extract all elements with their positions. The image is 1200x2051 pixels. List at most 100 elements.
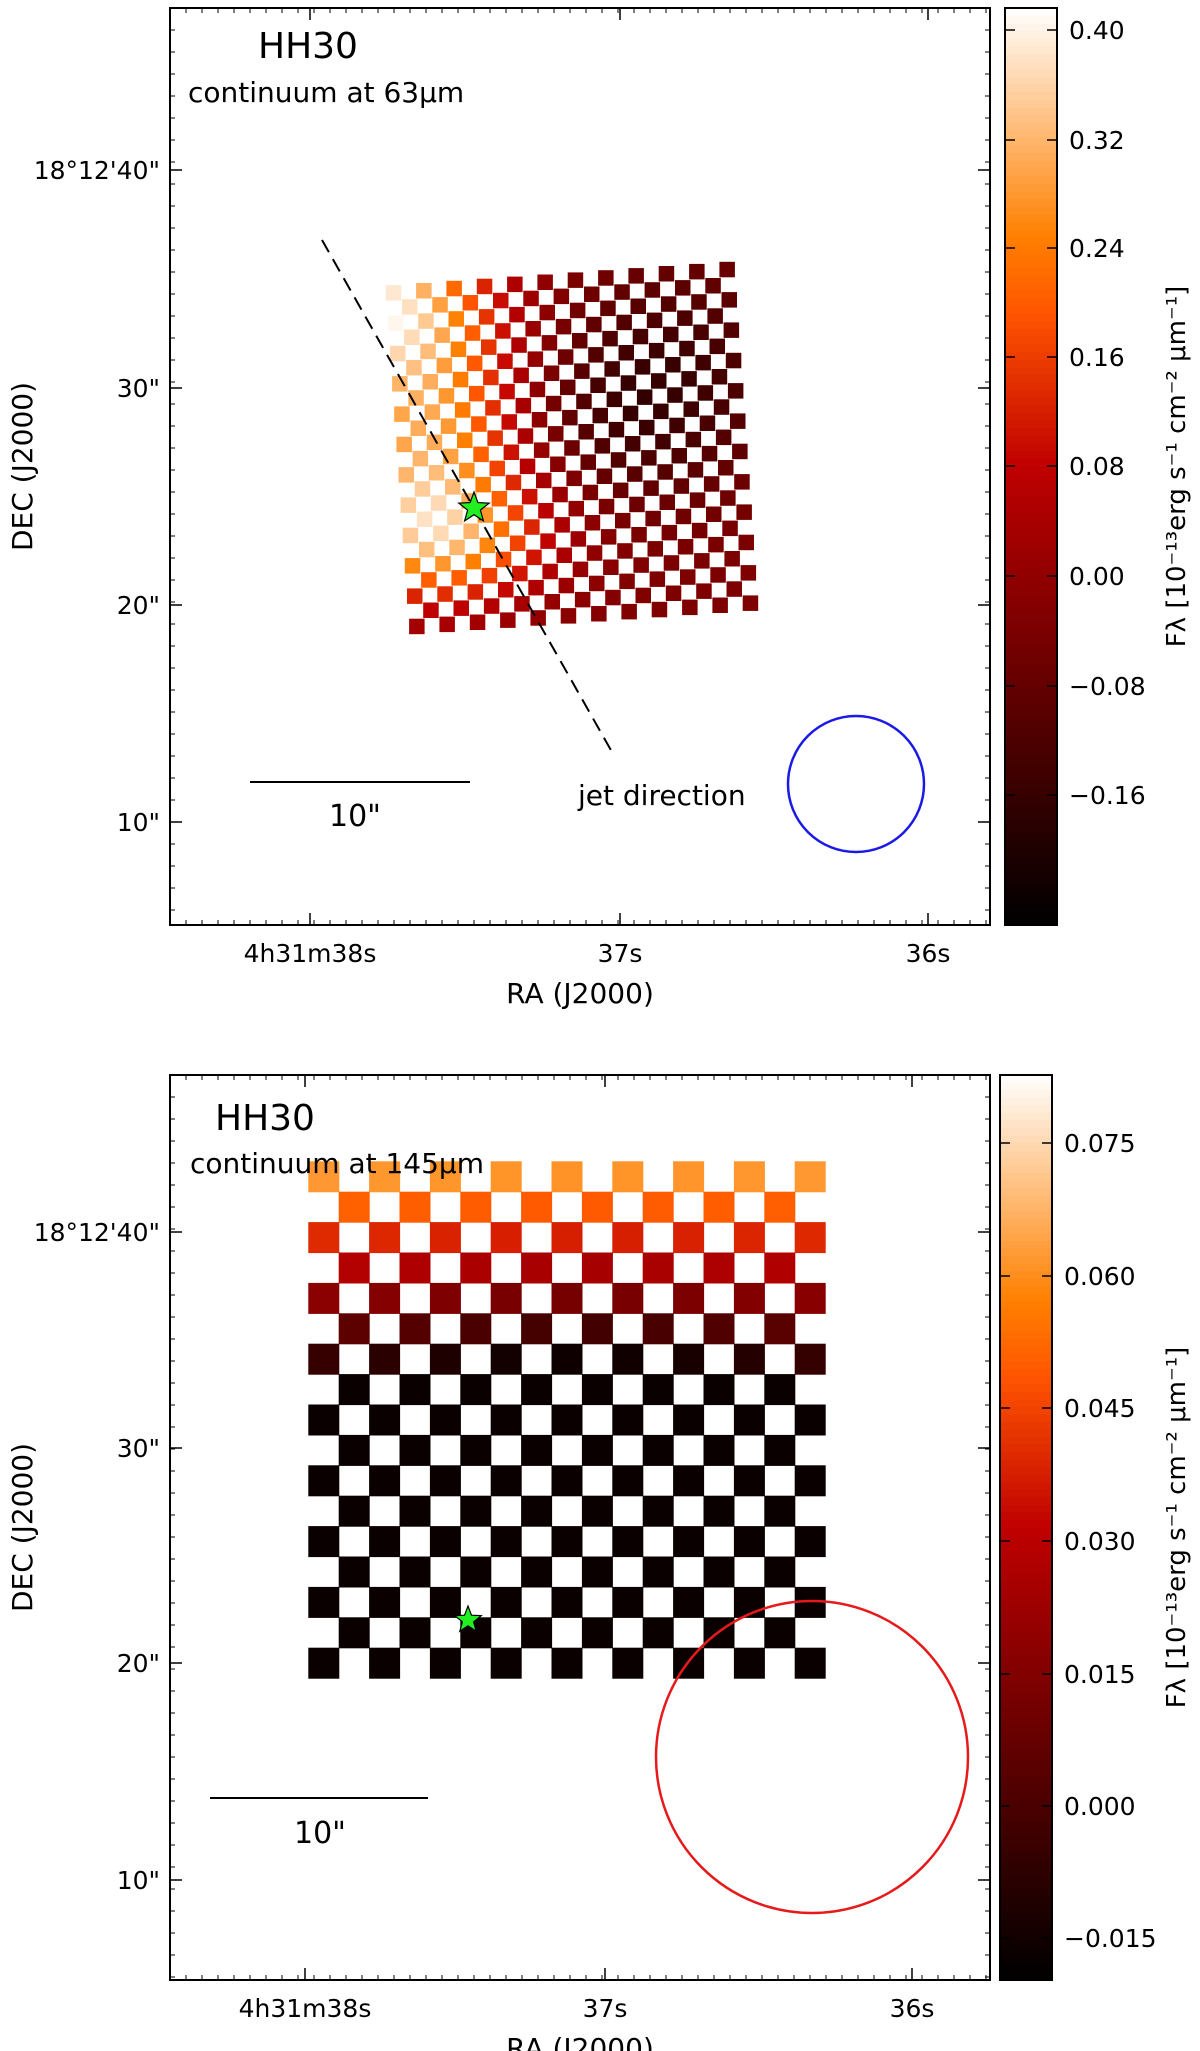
map-pixel xyxy=(369,1586,401,1618)
colorbar-step xyxy=(1005,283,1057,292)
map-pixel xyxy=(460,1252,492,1284)
colorbar-step xyxy=(1000,1678,1052,1687)
map-pixel xyxy=(453,600,469,616)
map-pixel xyxy=(621,603,637,620)
map-pixel xyxy=(651,373,667,389)
map-pixel xyxy=(528,579,544,596)
colorbar-step xyxy=(1005,160,1057,170)
map-pixel xyxy=(689,263,705,280)
colorbar-step xyxy=(1005,176,1057,185)
colorbar-tick-label: 0.16 xyxy=(1069,343,1125,372)
map-pixel xyxy=(721,292,737,308)
map-pixel xyxy=(490,1586,522,1618)
colorbar-step xyxy=(1005,413,1057,422)
map-pixel xyxy=(524,519,540,535)
chart-panel-1: 4h31m38s 37s 36s 18°12'40" 30" 20" 10" RA (J200… xyxy=(6,7,1192,1010)
map-pixel xyxy=(663,326,679,343)
map-pixel xyxy=(612,1282,644,1314)
colorbar-step xyxy=(1005,749,1057,758)
map-pixel xyxy=(661,524,678,541)
map-pixel xyxy=(555,318,572,335)
colorbar-step xyxy=(1005,206,1057,215)
colorbar-step xyxy=(1005,879,1057,888)
map-pixel xyxy=(610,452,627,468)
colorbar-step xyxy=(1000,1173,1052,1182)
colorbar-step xyxy=(1000,1814,1052,1823)
colorbar-step xyxy=(1000,1474,1052,1483)
map-pixel xyxy=(462,295,479,311)
colorbar-step xyxy=(1000,1331,1052,1340)
colorbar-step xyxy=(1000,1142,1052,1152)
colorbar: 0.40 0.32 0.24 0.16 0.08 0.00 −0.08 −0.16 Fλ [10… xyxy=(1004,7,1192,926)
map-pixel xyxy=(673,1161,705,1193)
map-pixel xyxy=(673,1465,705,1497)
colorbar-step xyxy=(1000,1301,1052,1310)
colorbar-step xyxy=(1005,99,1057,108)
map-pixel xyxy=(495,551,512,568)
colorbar-step xyxy=(1000,1090,1052,1099)
colorbar-step xyxy=(1005,69,1057,78)
map-pixel xyxy=(501,414,517,430)
colorbar-step xyxy=(1000,1127,1052,1136)
x-tick-label: 4h31m38s xyxy=(244,939,377,968)
colorbar-step xyxy=(1005,917,1057,926)
colorbar-step xyxy=(1000,1338,1052,1348)
map-pixel xyxy=(399,1374,431,1406)
colorbar-step xyxy=(1005,894,1057,903)
map-pixel xyxy=(794,1222,826,1254)
map-pixel xyxy=(576,393,592,410)
colorbar-step xyxy=(1005,390,1057,399)
map-pixel xyxy=(467,584,484,600)
colorbar-step xyxy=(1000,1685,1052,1695)
map-pixel xyxy=(429,1647,461,1679)
colorbar-step xyxy=(1000,1595,1052,1604)
map-pixel xyxy=(338,1434,370,1466)
map-pixel xyxy=(581,1617,613,1649)
map-pixel xyxy=(619,573,635,590)
map-pixel xyxy=(673,1222,705,1254)
map-pixel xyxy=(574,591,591,608)
colorbar-step xyxy=(1000,1663,1052,1672)
map-pixel xyxy=(369,1282,401,1314)
map-pixel xyxy=(485,400,501,416)
colorbar-step xyxy=(1005,76,1057,86)
map-pixel xyxy=(429,1404,461,1436)
colorbar-step xyxy=(1005,199,1057,208)
map-pixel xyxy=(548,426,564,442)
map-pixel xyxy=(612,1222,644,1254)
map-pixel xyxy=(429,1586,461,1618)
colorbar-step xyxy=(1005,825,1057,834)
beam-circle xyxy=(786,714,926,854)
map-pixel xyxy=(399,1495,431,1527)
colorbar-step xyxy=(1005,168,1057,177)
colorbar-step xyxy=(1000,1519,1052,1529)
map-pixel xyxy=(308,1586,340,1618)
colorbar-step xyxy=(1000,1942,1052,1951)
map-pixel xyxy=(586,316,602,333)
map-pixel xyxy=(794,1404,826,1436)
map-pixel xyxy=(794,1161,826,1193)
colorbar-step xyxy=(1000,1934,1052,1943)
colorbar-step xyxy=(1000,1889,1052,1898)
map-pixel xyxy=(642,1191,674,1223)
colorbar-step xyxy=(1005,527,1057,536)
map-pixel xyxy=(612,1161,644,1193)
map-pixel xyxy=(673,478,690,494)
colorbar-step xyxy=(1005,237,1057,246)
colorbar-step xyxy=(1000,1180,1052,1189)
map-pixel xyxy=(580,454,596,470)
colorbar-step xyxy=(1000,1157,1052,1167)
colorbar-step xyxy=(1000,1504,1052,1514)
map-pixel xyxy=(712,597,728,613)
colorbar-step xyxy=(1005,61,1057,70)
map-pixel xyxy=(399,1617,431,1649)
x-tick-label: 37s xyxy=(598,939,643,968)
map-pixel xyxy=(399,1434,431,1466)
colorbar-step xyxy=(1005,588,1057,598)
map-pixel xyxy=(449,539,465,556)
map-pixel xyxy=(634,359,651,375)
map-pixel xyxy=(572,333,588,349)
colorbar-step xyxy=(1000,1482,1052,1491)
map-pixel xyxy=(733,1526,765,1558)
